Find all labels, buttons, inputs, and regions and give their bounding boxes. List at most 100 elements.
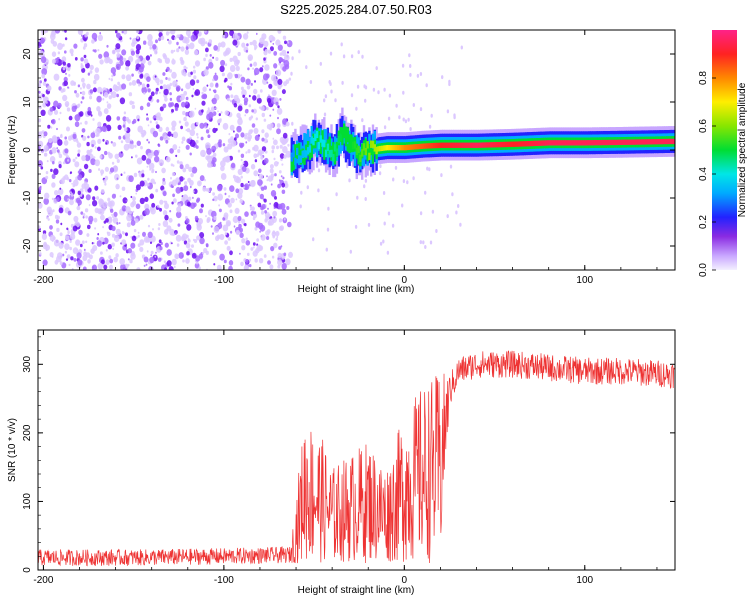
noise-blob	[87, 110, 92, 116]
noise-blob	[211, 145, 217, 152]
noise-blob	[227, 143, 233, 150]
signal-track-segment	[583, 140, 586, 146]
noise-blob	[220, 59, 226, 67]
noise-blob	[182, 177, 185, 180]
noise-blob	[166, 260, 172, 267]
noise-blob	[180, 125, 184, 130]
noise-blob	[116, 159, 120, 163]
noise-blob	[144, 203, 150, 211]
noise-blob	[163, 88, 169, 96]
snr-series-line	[38, 350, 675, 567]
signal-track-segment	[393, 145, 396, 151]
noise-blob	[132, 196, 136, 202]
noise-blob	[114, 153, 120, 160]
x-tick-label: -100	[214, 275, 234, 286]
noise-blob	[69, 48, 74, 54]
sparse-speck	[435, 229, 438, 233]
signal-track-segment	[536, 140, 539, 146]
noise-blob	[245, 240, 251, 246]
noise-blob	[147, 39, 153, 47]
noise-blob	[119, 195, 122, 198]
noise-blob	[58, 164, 62, 169]
noise-blob	[135, 184, 141, 191]
noise-blob	[228, 260, 234, 266]
noise-blob	[139, 246, 144, 252]
noise-blob	[69, 233, 76, 240]
noise-blob	[263, 118, 267, 122]
noise-blob	[97, 233, 100, 236]
noise-blob	[223, 187, 227, 191]
noise-blob	[62, 253, 65, 257]
signal-track-segment	[301, 150, 304, 158]
noise-blob	[186, 251, 190, 256]
noise-blob	[60, 178, 65, 185]
noise-blob	[185, 144, 190, 150]
noise-blob	[188, 166, 193, 172]
noise-blob	[174, 253, 179, 259]
noise-blob	[43, 131, 48, 137]
signal-track-segment	[593, 140, 597, 146]
noise-blob	[62, 88, 66, 93]
noise-blob	[101, 189, 105, 194]
signal-track-segment	[640, 139, 644, 145]
noise-blob	[271, 149, 275, 154]
noise-blob	[205, 53, 208, 58]
noise-blob	[136, 79, 141, 84]
noise-blob	[216, 184, 223, 192]
noise-blob	[253, 127, 259, 134]
noise-blob	[212, 249, 217, 256]
noise-blob	[179, 176, 184, 182]
noise-blob	[185, 111, 189, 117]
noise-blob	[169, 31, 172, 34]
sparse-speck	[428, 167, 431, 172]
noise-blob	[195, 145, 199, 149]
signal-track-segment	[380, 145, 384, 151]
noise-blob	[185, 163, 190, 170]
figure-title: S225.2025.284.07.50.R03	[280, 2, 432, 17]
signal-track-segment	[303, 150, 306, 158]
noise-blob	[122, 116, 127, 122]
signal-track-segment	[642, 139, 645, 145]
noise-blob	[116, 177, 119, 180]
signal-track-segment	[426, 143, 429, 149]
noise-blob	[38, 225, 41, 229]
signal-track-segment	[315, 130, 319, 139]
noise-blob	[86, 83, 91, 90]
noise-blob	[121, 74, 126, 80]
noise-blob	[164, 214, 169, 221]
noise-blob	[73, 258, 77, 262]
noise-blob	[187, 237, 190, 241]
noise-blob	[227, 72, 233, 80]
noise-blob	[50, 126, 53, 129]
noise-blob	[250, 129, 254, 133]
noise-blob	[64, 136, 67, 140]
noise-blob	[44, 192, 50, 200]
noise-blob	[277, 44, 283, 51]
noise-blob	[176, 206, 182, 213]
signal-track-segment	[586, 140, 589, 146]
noise-blob	[116, 93, 119, 98]
noise-blob	[92, 118, 95, 121]
noise-blob	[265, 73, 270, 79]
snr-y-label: SNR (10 * v/v)	[7, 418, 18, 482]
noise-blob	[121, 30, 124, 34]
noise-blob	[100, 91, 103, 95]
noise-blob	[123, 30, 128, 35]
noise-blob	[67, 210, 72, 216]
noise-blob	[243, 186, 246, 189]
sparse-speck	[412, 176, 415, 181]
x-tick-label: 0	[402, 275, 408, 286]
sparse-speck	[460, 45, 463, 50]
signal-track-segment	[391, 145, 395, 151]
noise-blob	[70, 80, 75, 86]
noise-blob	[218, 208, 222, 213]
noise-blob	[80, 57, 84, 62]
noise-blob	[180, 235, 186, 242]
sparse-speck	[361, 118, 364, 123]
spectrogram-y-label: Frequency (Hz)	[7, 116, 18, 185]
noise-blob	[193, 30, 199, 35]
noise-blob	[75, 221, 80, 228]
noise-blob	[81, 77, 85, 83]
noise-blob	[213, 45, 218, 51]
